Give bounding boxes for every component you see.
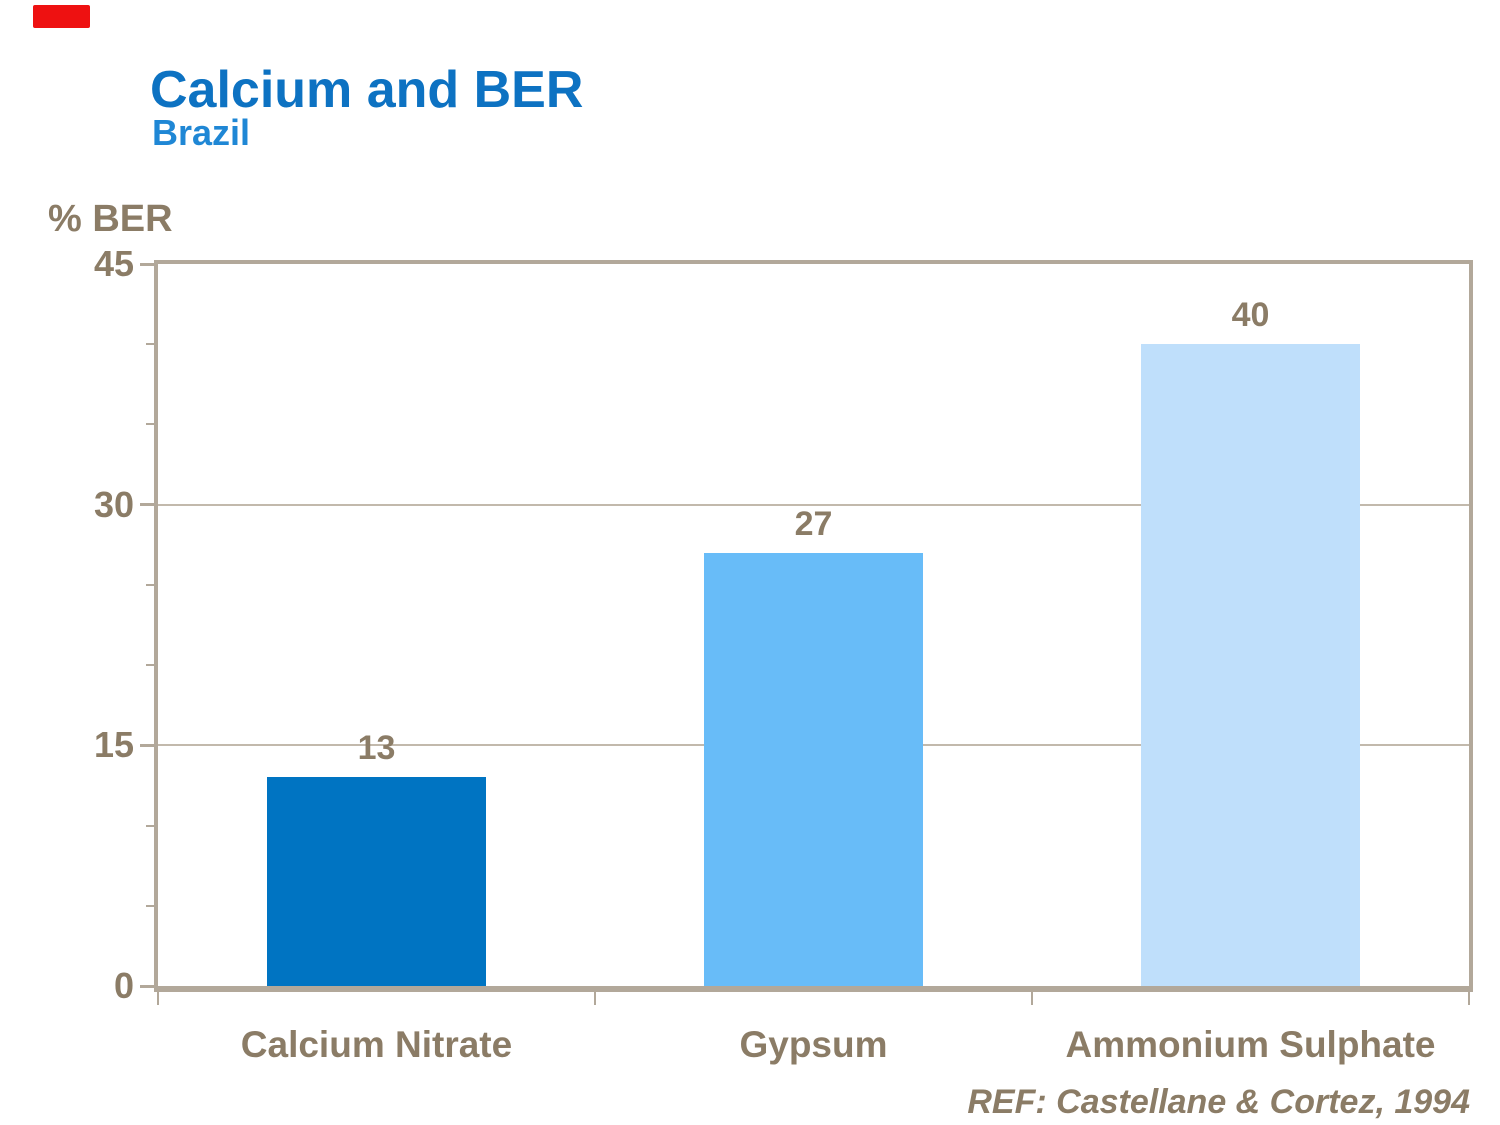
- y-tick-mark: [140, 984, 158, 988]
- bar-value-label: 13: [357, 729, 396, 768]
- y-axis-label: % BER: [48, 198, 173, 240]
- bar: [1141, 344, 1360, 986]
- red-marker-badge: [33, 5, 90, 28]
- y-tick-label: 45: [93, 243, 134, 284]
- y-minor-tick-mark: [146, 583, 158, 586]
- bar: [267, 777, 486, 986]
- x-category-label: Ammonium Sulphate: [1065, 1024, 1436, 1065]
- y-minor-tick-mark: [146, 664, 158, 667]
- y-tick-label: 30: [93, 483, 134, 525]
- x-tick-mark: [1468, 992, 1470, 1005]
- y-tick-label: 0: [113, 965, 134, 1006]
- gridline: [158, 503, 1469, 506]
- y-tick-label: 15: [93, 724, 134, 766]
- y-minor-tick-mark: [146, 904, 158, 907]
- y-minor-tick-mark: [146, 423, 158, 426]
- y-tick-mark: [140, 743, 158, 747]
- x-tick-mark: [157, 992, 159, 1005]
- y-minor-tick-mark: [146, 343, 158, 346]
- bar-value-label: 27: [794, 504, 833, 543]
- slide-subtitle: Brazil: [152, 112, 251, 153]
- bar: [704, 552, 923, 986]
- x-tick-mark: [594, 992, 596, 1005]
- y-minor-tick-mark: [146, 824, 158, 827]
- x-category-label: Gypsum: [739, 1024, 888, 1065]
- y-tick-mark: [140, 262, 158, 266]
- x-category-label: Calcium Nitrate: [240, 1024, 513, 1065]
- x-tick-mark: [1031, 992, 1033, 1005]
- bar-value-label: 40: [1231, 296, 1270, 335]
- y-tick-mark: [140, 503, 158, 507]
- reference-note: REF: Castellane & Cortez, 1994: [967, 1083, 1470, 1121]
- slide-title: Calcium and BER: [150, 61, 584, 119]
